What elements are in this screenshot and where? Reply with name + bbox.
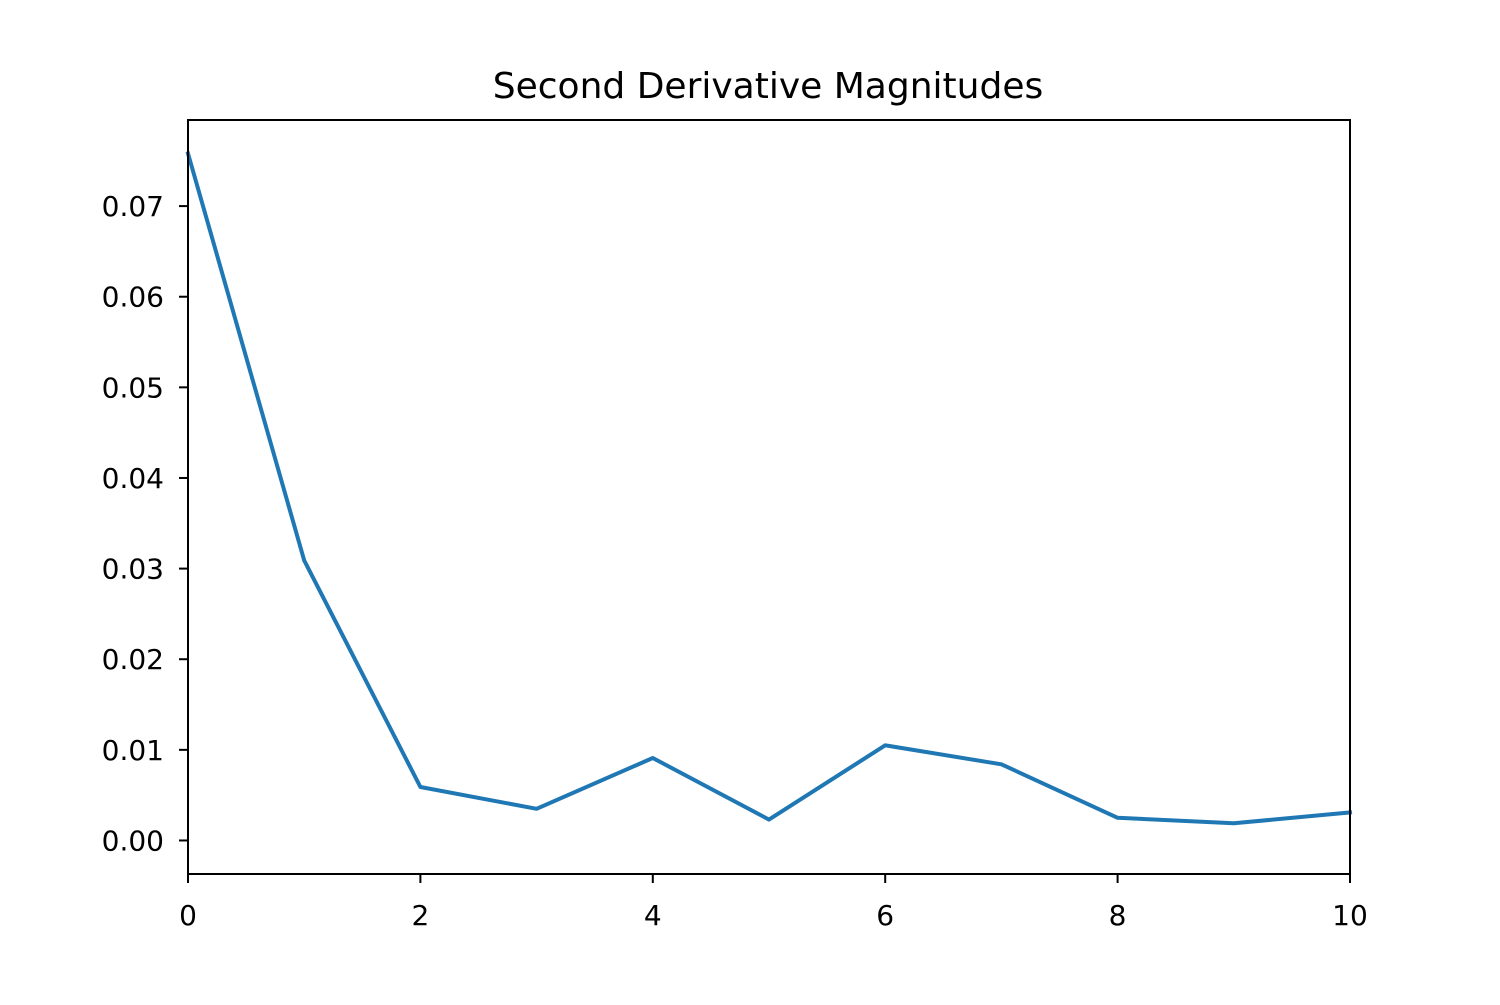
y-tick-label: 0.02 — [102, 643, 164, 676]
y-tick-label: 0.07 — [102, 190, 164, 223]
x-tick-label: 0 — [179, 899, 197, 932]
y-tick-label: 0.00 — [102, 824, 164, 857]
y-tick-label: 0.05 — [102, 371, 164, 404]
x-tick-label: 2 — [411, 899, 429, 932]
chart-title: Second Derivative Magnitudes — [493, 66, 1043, 107]
x-tick-label: 6 — [876, 899, 894, 932]
y-tick-label: 0.04 — [102, 462, 164, 495]
axes-frame — [187, 119, 1351, 875]
x-tick-label: 8 — [1109, 899, 1127, 932]
y-tick-label: 0.01 — [102, 734, 164, 767]
x-tick-label: 10 — [1332, 899, 1368, 932]
plot-area: 0 2 4 6 8 10 0.00 0.01 0.02 0.03 0.04 0.05 0.06 0.07 — [102, 119, 1368, 932]
x-tick-label: 4 — [644, 899, 662, 932]
y-tick-label: 0.06 — [102, 281, 164, 314]
series-line-0 — [185, 151, 1353, 826]
y-tick-label: 0.03 — [102, 553, 164, 586]
